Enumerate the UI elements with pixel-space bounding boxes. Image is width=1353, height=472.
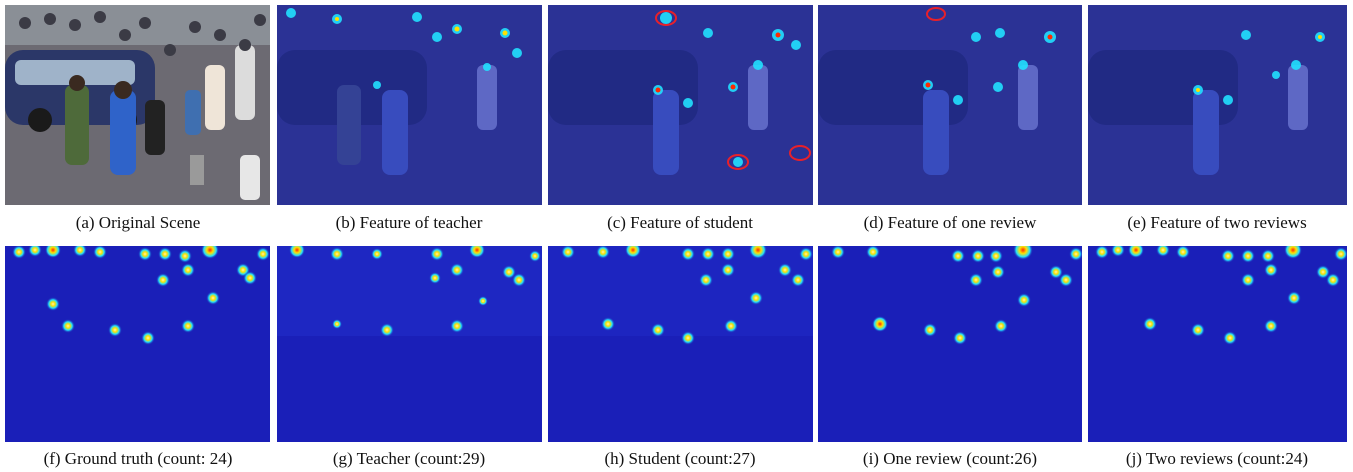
student-feature-map xyxy=(548,5,813,205)
one-review-feature-map xyxy=(818,5,1082,205)
caption-one-review-count: (i) One review (count:26) xyxy=(862,449,1038,468)
highlight-circle xyxy=(926,7,946,21)
original-scene-image xyxy=(5,5,270,205)
caption-ground-truth: (f) Ground truth (count: 24) xyxy=(43,449,233,468)
student-density-map xyxy=(548,246,813,442)
two-reviews-density-map xyxy=(1088,246,1347,442)
highlight-circle xyxy=(727,154,749,170)
teacher-density-map xyxy=(277,246,542,442)
caption-original-scene: (a) Original Scene xyxy=(75,213,201,232)
caption-teacher-count: (g) Teacher (count:29) xyxy=(332,449,486,468)
highlight-circle xyxy=(789,145,811,161)
teacher-feature-map xyxy=(277,5,542,205)
highlight-circle xyxy=(655,10,677,26)
caption-feature-two-reviews: (e) Feature of two reviews xyxy=(1127,213,1307,232)
two-reviews-feature-map xyxy=(1088,5,1347,205)
caption-feature-teacher: (b) Feature of teacher xyxy=(335,213,483,232)
caption-student-count: (h) Student (count:27) xyxy=(604,449,756,468)
one-review-density-map xyxy=(818,246,1082,442)
caption-two-reviews-count: (j) Two reviews (count:24) xyxy=(1125,449,1309,468)
caption-feature-one-review: (d) Feature of one review xyxy=(863,213,1037,232)
caption-feature-student: (c) Feature of student xyxy=(607,213,753,232)
ground-truth-density-map xyxy=(5,246,270,442)
